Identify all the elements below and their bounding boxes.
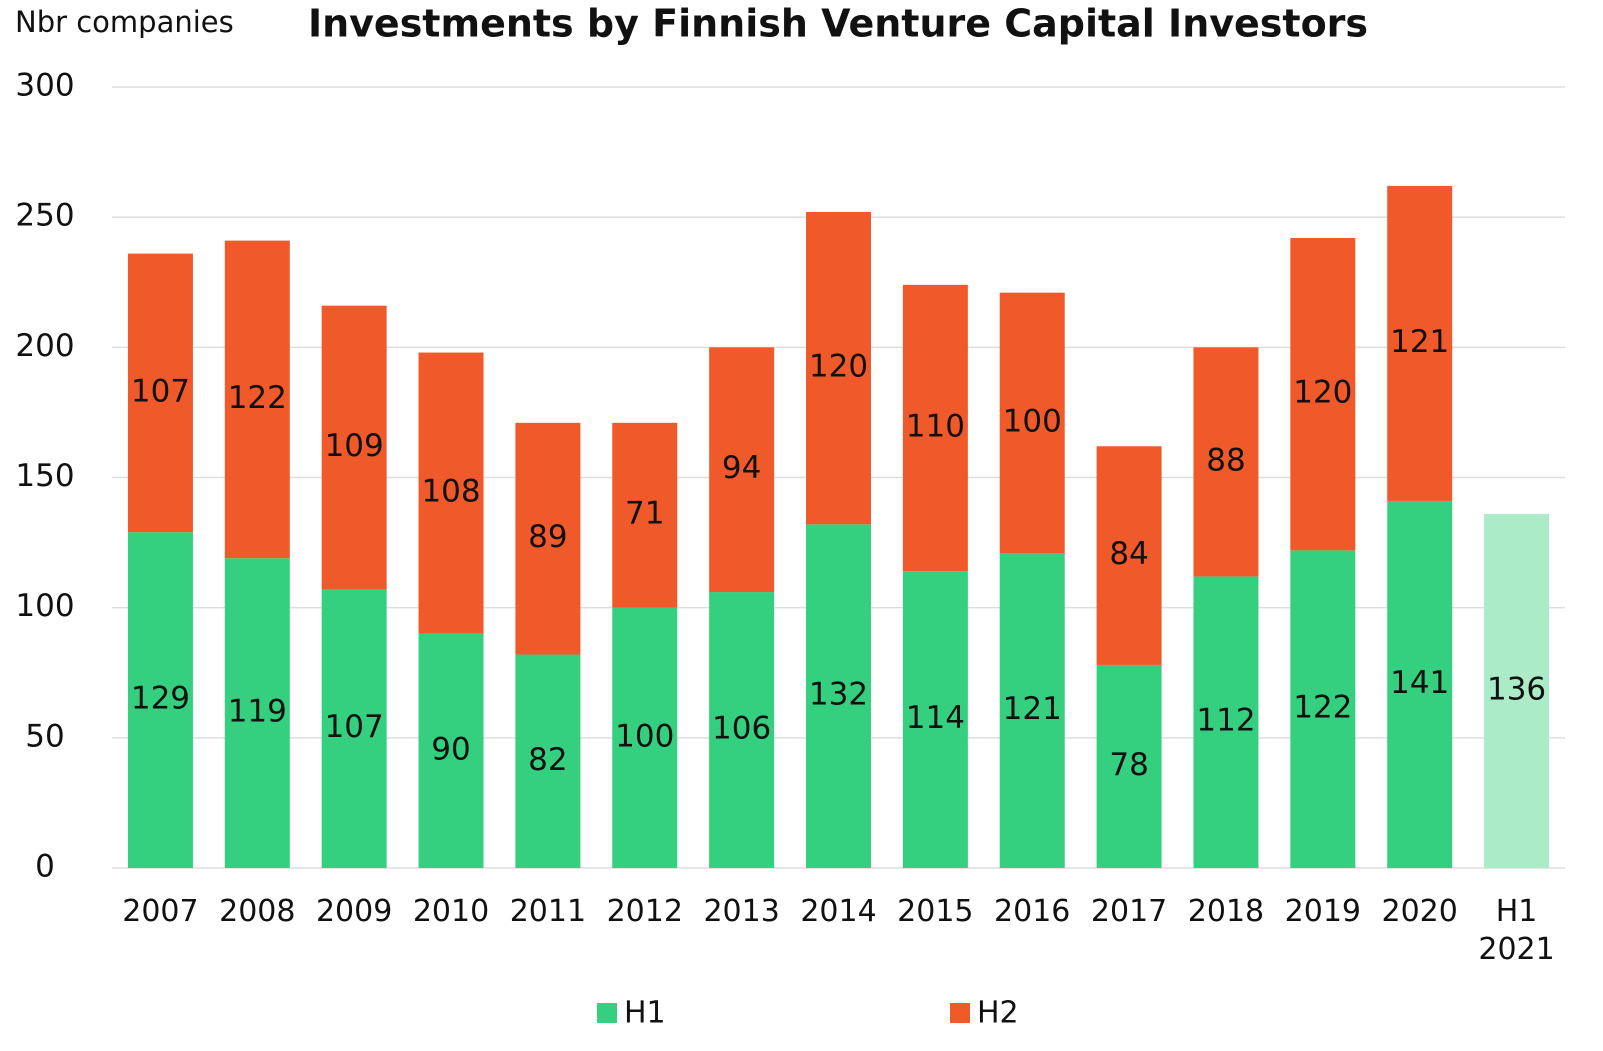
bar-segment xyxy=(321,589,387,868)
data-label: 132 xyxy=(809,677,868,713)
y-tick-label: 300 xyxy=(15,68,74,104)
x-tick-label: 2008 xyxy=(219,894,296,929)
bar-segment xyxy=(1096,446,1162,665)
data-label: 129 xyxy=(131,681,190,717)
bar-segment xyxy=(902,284,968,572)
data-label: 120 xyxy=(809,349,868,385)
data-label: 94 xyxy=(722,450,761,486)
x-tick-label: 2011 xyxy=(509,894,587,929)
data-label: 89 xyxy=(528,519,567,555)
data-label: 109 xyxy=(325,428,384,464)
data-label: 119 xyxy=(228,694,287,730)
bar-segment xyxy=(902,571,968,868)
x-tick-label: 2018 xyxy=(1187,894,1265,929)
data-label: 136 xyxy=(1487,671,1546,707)
data-label: 107 xyxy=(131,373,190,409)
x-tick-label: 2016 xyxy=(994,894,1071,929)
data-label: 110 xyxy=(906,409,965,445)
x-tick-label: 2013 xyxy=(703,894,780,929)
y-tick-label: 100 xyxy=(15,588,74,624)
bar-segment xyxy=(999,552,1065,868)
chart-title: Investments by Finnish Venture Capital I… xyxy=(308,2,1368,46)
data-label: 82 xyxy=(528,742,567,778)
legend-label: H2 xyxy=(977,996,1019,1031)
bar-segment xyxy=(1387,500,1453,868)
data-label: 84 xyxy=(1109,536,1148,572)
bar-segment xyxy=(999,292,1065,553)
data-label: 100 xyxy=(1003,403,1062,439)
x-tick-label: 2007 xyxy=(122,894,199,929)
data-label: 112 xyxy=(1196,703,1255,739)
bar-segment xyxy=(1096,664,1162,868)
data-label: 121 xyxy=(1003,691,1062,727)
data-label: 122 xyxy=(1293,690,1352,726)
data-label: 108 xyxy=(421,474,480,510)
x-tick-label: 2015 xyxy=(897,894,974,929)
data-label: 88 xyxy=(1206,442,1245,478)
data-label: 141 xyxy=(1390,665,1449,701)
legend-swatch xyxy=(950,1003,970,1023)
y-tick-label: 150 xyxy=(15,458,74,494)
bar-segment xyxy=(418,633,484,868)
x-tick-label: 2020 xyxy=(1381,894,1458,929)
y-tick-label: 50 xyxy=(25,718,64,754)
bar-segment xyxy=(612,422,678,608)
bar-segment xyxy=(418,352,484,634)
data-label: 114 xyxy=(906,700,965,736)
bar-segment xyxy=(1484,513,1550,868)
x-tick-label: 2014 xyxy=(800,894,877,929)
bar-segment xyxy=(515,422,581,655)
x-tick-label: 2010 xyxy=(412,894,490,929)
data-label: 122 xyxy=(228,380,287,416)
y-tick-label: 250 xyxy=(15,198,74,234)
y-axis-label: Nbr companies xyxy=(15,5,234,39)
bar-segment xyxy=(1193,347,1259,577)
bar-segment xyxy=(1290,237,1356,551)
bar-segment xyxy=(1193,576,1259,868)
x-tick-label: 2012 xyxy=(606,894,683,929)
bar-segment xyxy=(515,654,581,868)
legend-label: H1 xyxy=(624,996,666,1031)
y-tick-label: 200 xyxy=(15,328,74,364)
x-tick-label: 2017 xyxy=(1090,894,1168,929)
data-label: 78 xyxy=(1109,747,1148,783)
bar-segment xyxy=(1290,550,1356,868)
data-label: 120 xyxy=(1293,375,1352,411)
data-label: 90 xyxy=(431,731,470,767)
data-label: 106 xyxy=(712,711,771,747)
bar-segment xyxy=(321,305,387,590)
data-label: 107 xyxy=(325,709,384,745)
bar-segment xyxy=(806,211,871,525)
legend-swatch xyxy=(597,1003,617,1023)
bar-segment xyxy=(612,607,678,868)
x-tick-label: 2009 xyxy=(315,894,393,929)
data-label: 71 xyxy=(625,496,664,532)
bar-segment xyxy=(224,558,290,868)
x-tick-label: 2019 xyxy=(1284,894,1361,929)
bar-segment xyxy=(127,532,193,868)
bar-segment xyxy=(1387,185,1453,501)
bar-segment xyxy=(806,524,871,868)
data-label: 100 xyxy=(615,718,674,754)
bar-segment xyxy=(127,253,193,533)
data-label: 121 xyxy=(1390,324,1449,360)
bar-segment xyxy=(224,240,290,559)
bar-segment xyxy=(709,592,775,868)
bar-segment xyxy=(709,347,775,593)
y-tick-label: 0 xyxy=(35,849,55,885)
x-tick-label: H1 2021 xyxy=(1478,894,1555,967)
